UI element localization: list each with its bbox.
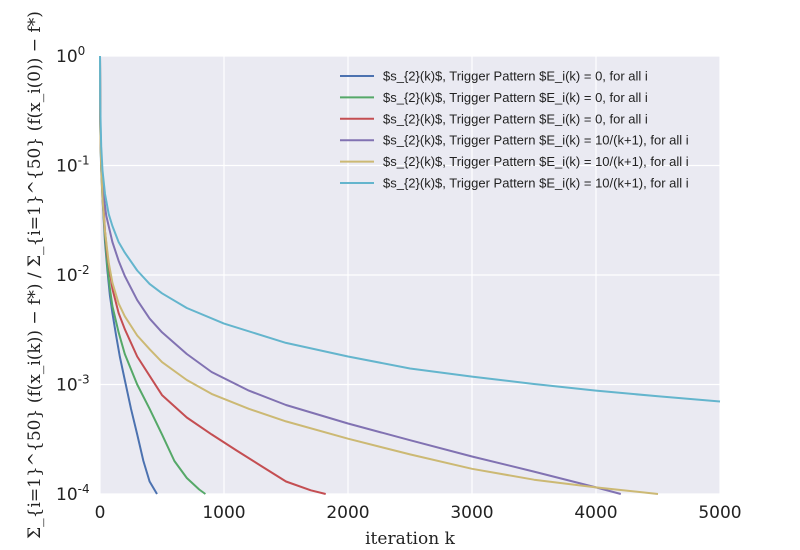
legend-label-3: $s_{2}(k)$, Trigger Pattern $E_i(k) = 0,… [383,111,648,126]
y-tick-exponent: 0 [78,44,86,58]
legend-label-1: $s_{2}(k)$, Trigger Pattern $E_i(k) = 0,… [383,69,648,84]
grid [99,55,721,495]
x-tick-label: 0 [95,503,106,523]
x-axis-label: iteration k [365,529,455,549]
y-tick-exponent: -3 [78,373,90,387]
series-layer [99,55,721,495]
y-tick-base: 10 [56,376,78,396]
series-line-5 [99,55,659,495]
x-tick-label: 3000 [450,503,493,523]
y-tick-exponent: -2 [78,263,90,277]
y-tick-base: 10 [56,266,78,286]
series-line-6 [99,55,721,403]
y-tick-label: 10-3 [56,373,90,396]
y-tick-label: 10-1 [56,154,90,177]
y-tick-label: 10-2 [56,263,90,286]
legend-label-6: $s_{2}(k)$, Trigger Pattern $E_i(k) = 10… [383,176,689,191]
y-tick-label: 100 [56,44,85,67]
y-axis-label: Σ_{i=1}^{50} (f(x_i(k)) − f*) / Σ_{i=1}^… [25,11,45,539]
x-tick-label: 4000 [574,503,617,523]
y-tick-label: 10-4 [56,482,90,505]
y-tick-base: 10 [56,485,78,505]
y-tick-base: 10 [56,157,78,177]
y-tick-exponent: -1 [78,154,90,168]
x-tick-label: 5000 [698,503,741,523]
legend: $s_{2}(k)$, Trigger Pattern $E_i(k) = 0,… [340,69,689,191]
y-tick-base: 10 [56,47,78,67]
legend-label-2: $s_{2}(k)$, Trigger Pattern $E_i(k) = 0,… [383,90,648,105]
x-tick-label: 1000 [202,503,245,523]
x-tick-label: 2000 [326,503,369,523]
y-tick-exponent: -4 [78,482,90,496]
legend-label-5: $s_{2}(k)$, Trigger Pattern $E_i(k) = 10… [383,154,689,169]
legend-label-4: $s_{2}(k)$, Trigger Pattern $E_i(k) = 10… [383,133,689,148]
